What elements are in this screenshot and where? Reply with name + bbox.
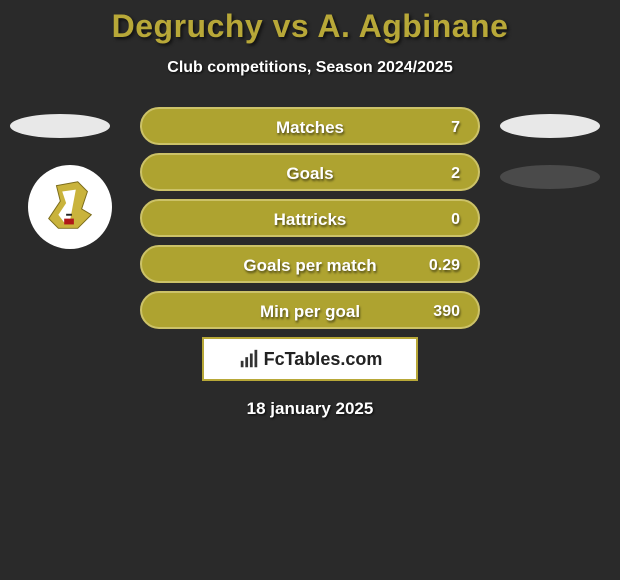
player-right-disc-1 <box>500 114 600 138</box>
player-right-disc-2 <box>500 165 600 189</box>
stats-bars: Matches 7 Goals 2 Hattricks 0 Goals per … <box>140 107 480 337</box>
season-subtitle: Club competitions, Season 2024/2025 <box>0 59 620 77</box>
stat-label: Goals <box>286 164 333 183</box>
stat-value: 2 <box>451 155 460 193</box>
stat-value: 0.29 <box>429 247 460 285</box>
stats-area: Matches 7 Goals 2 Hattricks 0 Goals per … <box>0 107 620 327</box>
stat-value: 7 <box>451 109 460 147</box>
stat-label: Hattricks <box>274 210 347 229</box>
brand-text: FcTables.com <box>264 349 383 370</box>
chart-bars-icon <box>238 348 260 370</box>
stat-label: Goals per match <box>243 256 376 275</box>
stat-row-matches: Matches 7 <box>140 107 480 145</box>
stat-label: Matches <box>276 118 344 137</box>
stat-row-goals-per-match: Goals per match 0.29 <box>140 245 480 283</box>
stat-label: Min per goal <box>260 302 360 321</box>
stat-value: 0 <box>451 201 460 239</box>
stat-row-goals: Goals 2 <box>140 153 480 191</box>
stat-row-hattricks: Hattricks 0 <box>140 199 480 237</box>
crest-icon <box>39 176 101 238</box>
comparison-widget: Degruchy vs A. Agbinane Club competition… <box>0 0 620 419</box>
snapshot-date: 18 january 2025 <box>0 399 620 419</box>
brand-attribution[interactable]: FcTables.com <box>202 337 418 381</box>
stat-row-min-per-goal: Min per goal 390 <box>140 291 480 329</box>
page-title: Degruchy vs A. Agbinane <box>0 8 620 45</box>
player-left-disc <box>10 114 110 138</box>
club-crest <box>28 165 112 249</box>
stat-value: 390 <box>433 293 460 331</box>
